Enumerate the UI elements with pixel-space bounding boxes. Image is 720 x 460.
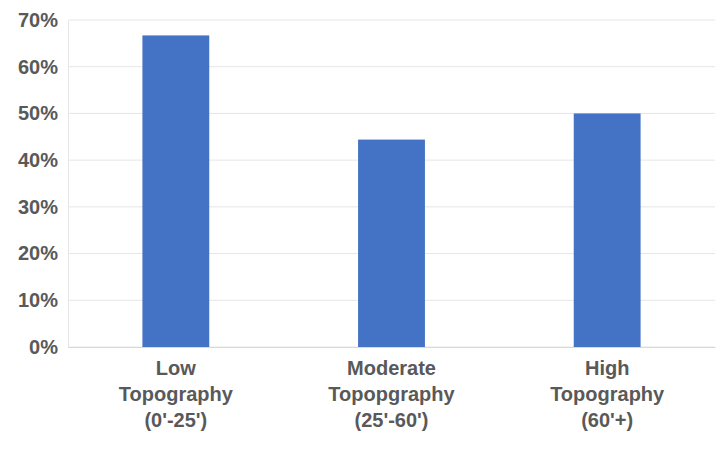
y-tick: 40% — [18, 149, 68, 171]
bar — [142, 35, 209, 347]
y-tick: 30% — [18, 196, 68, 218]
x-tick-label: Low Topography (0'-25') — [119, 357, 234, 431]
y-tick: 50% — [18, 102, 68, 124]
x-tick: Low Topography (0'-25') — [119, 347, 234, 431]
y-tick: 0% — [29, 336, 68, 358]
y-tick: 70% — [18, 9, 68, 31]
y-tick-label: 20% — [18, 242, 58, 264]
y-tick: 20% — [18, 242, 68, 264]
x-tick-label-line: High — [585, 357, 629, 379]
x-axis-line — [69, 347, 716, 348]
x-tick-label: High Topography (60'+) — [550, 357, 665, 431]
bars — [142, 35, 640, 347]
x-tick-label-line: (25'-60') — [355, 409, 429, 431]
chart: 0% 10% 20% 30% 40% 50% 60% 70% Low Topography (0'-… — [0, 0, 720, 460]
grid — [68, 20, 715, 347]
y-tick-label: 30% — [18, 196, 58, 218]
y-axis-line — [68, 21, 69, 348]
y-tick-label: 40% — [18, 149, 58, 171]
x-axis: Low Topography (0'-25') Moderate Topopgraphy… — [69, 347, 716, 431]
x-tick-label-line: Moderate — [347, 357, 436, 379]
x-tick-label-line: Topopgraphy — [328, 383, 455, 405]
x-tick: High Topography (60'+) — [550, 347, 665, 431]
x-tick-label-line: Topography — [119, 383, 234, 405]
x-tick: Moderate Topopgraphy (25'-60') — [328, 347, 455, 431]
bar — [358, 140, 425, 347]
y-tick: 10% — [18, 289, 68, 311]
y-tick-label: 50% — [18, 102, 58, 124]
x-tick-label-line: (60'+) — [581, 409, 633, 431]
y-axis: 0% 10% 20% 30% 40% 50% 60% 70% — [18, 9, 69, 358]
y-tick-label: 0% — [29, 336, 58, 358]
y-tick-label: 70% — [18, 9, 58, 31]
y-tick-label: 60% — [18, 56, 58, 78]
x-tick-label: Moderate Topopgraphy (25'-60') — [328, 357, 455, 431]
x-tick-label-line: (0'-25') — [144, 409, 207, 431]
x-tick-label-line: Low — [156, 357, 196, 379]
y-tick: 60% — [18, 56, 68, 78]
plot: 0% 10% 20% 30% 40% 50% 60% 70% Low Topography (0'-… — [18, 9, 716, 431]
x-tick-label-line: Topography — [550, 383, 665, 405]
y-tick-label: 10% — [18, 289, 58, 311]
grid-line — [68, 20, 715, 21]
bar — [574, 113, 641, 347]
